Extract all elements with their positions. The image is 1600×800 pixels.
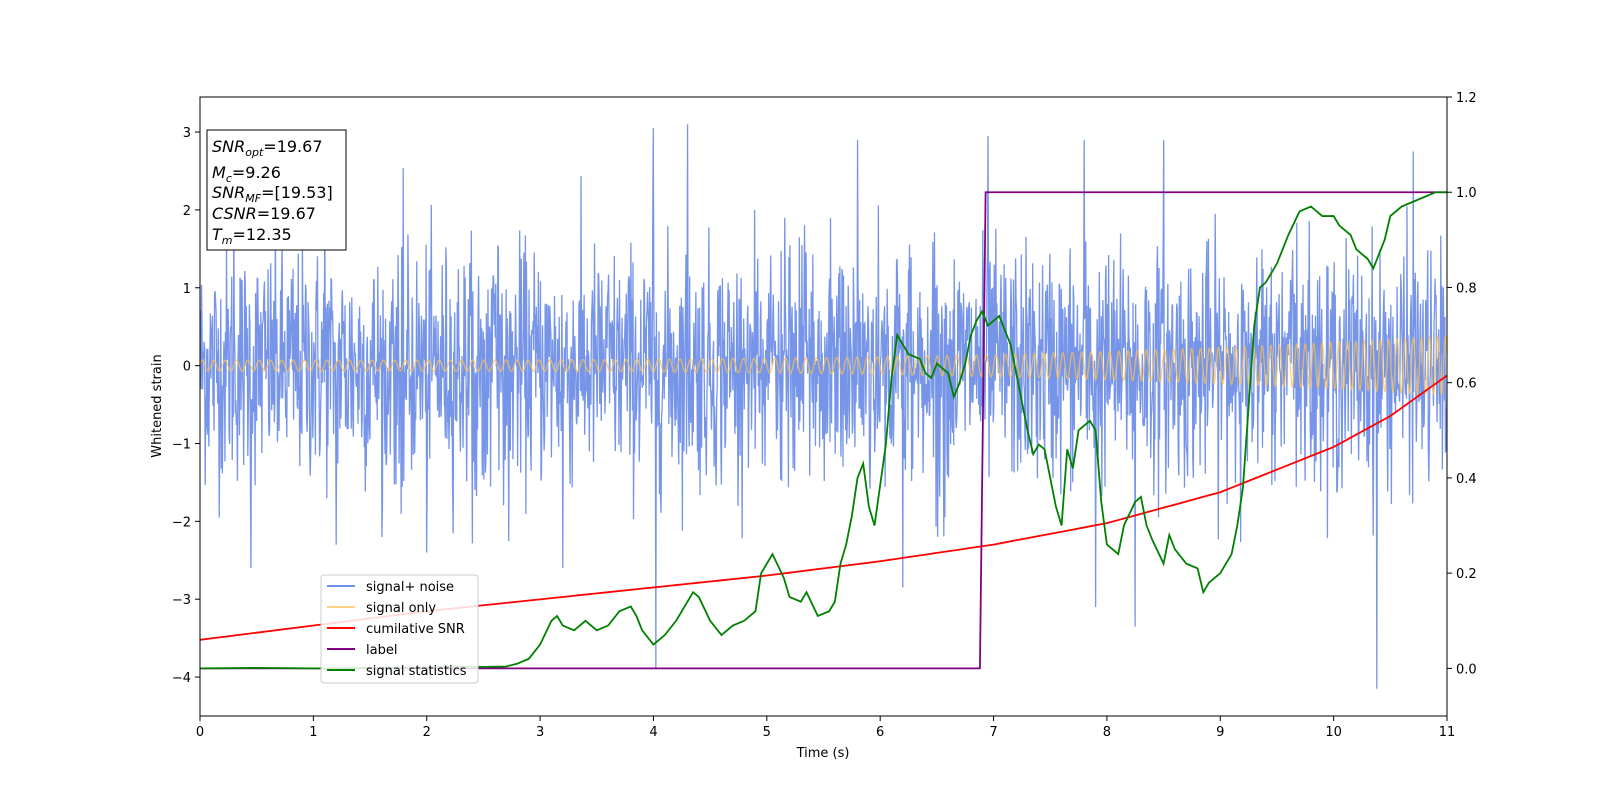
legend-frame (320, 574, 479, 684)
legend-label: label (366, 643, 397, 658)
y2-tick-label: 0.0 (1456, 662, 1477, 677)
annotation-line: Mc=9.26 (212, 163, 281, 185)
x-tick-label: 0 (196, 725, 204, 740)
y2-tick-label: 0.2 (1456, 567, 1477, 582)
x-tick-label: 6 (876, 725, 884, 740)
x-axis-label: Time (s) (796, 746, 850, 761)
annotation-line: Tm=12.35 (212, 225, 292, 247)
y2-tick-label: 1.2 (1456, 91, 1477, 106)
x-tick-label: 2 (423, 725, 431, 740)
legend-label: signal+ noise (366, 580, 454, 595)
x-tick-label: 8 (1103, 725, 1111, 740)
x-tick-label: 11 (1439, 725, 1456, 740)
series-signal-only-line (200, 334, 1447, 396)
series-label-line (200, 191, 1447, 670)
series-signal-statistics-line (200, 191, 1447, 670)
annotation-line: SNRMF=[19.53] (212, 183, 333, 205)
annotation-box: SNRopt=19.67 Mc=9.26SNRMF=[19.53]CSNR=19.… (206, 129, 347, 251)
y2-tick-label: 0.6 (1456, 377, 1477, 392)
y-tick-label: 3 (183, 126, 191, 141)
x-tick-label: 5 (763, 725, 771, 740)
y-tick-label: −3 (172, 593, 191, 608)
legend-label: signal statistics (366, 664, 467, 679)
y-axis-label: Whitened strain (150, 354, 165, 457)
legend-label: signal only (366, 601, 436, 616)
x-tick-label: 1 (309, 725, 317, 740)
annotation-line: CSNR=19.67 (212, 204, 316, 223)
y2-tick-label: 0.4 (1456, 472, 1477, 487)
y-tick-label: −2 (172, 515, 191, 530)
plot-frame (199, 96, 1448, 717)
y-tick-label: −1 (172, 437, 191, 452)
x-tick-label: 10 (1325, 725, 1342, 740)
x-tick-label: 3 (536, 725, 544, 740)
x-tick-label: 7 (989, 725, 997, 740)
y-tick-label: −4 (172, 671, 191, 686)
legend-label: cumilative SNR (366, 622, 465, 637)
y-tick-label: 2 (183, 204, 191, 219)
y2-tick-label: 1.0 (1456, 186, 1477, 201)
legend: signal+ noise signal only cumilative SNR la… (320, 574, 479, 684)
y2-tick-label: 0.8 (1456, 281, 1477, 296)
y-tick-label: 1 (183, 282, 191, 297)
annotation-line: SNRopt=19.67 (212, 137, 323, 159)
y-tick-label: 0 (183, 360, 191, 375)
x-tick-label: 4 (649, 725, 657, 740)
annotation-frame (206, 129, 347, 251)
series-signal-noise-line (200, 124, 1447, 689)
x-tick-label: 9 (1216, 725, 1224, 740)
axis-layer: 0 1 2 3 4 5 6 7 8 9 10 11 −4 −3 −2 −1 0 1 2 3 0.0 0.2 0.4 0.6 0.… (172, 91, 1477, 740)
